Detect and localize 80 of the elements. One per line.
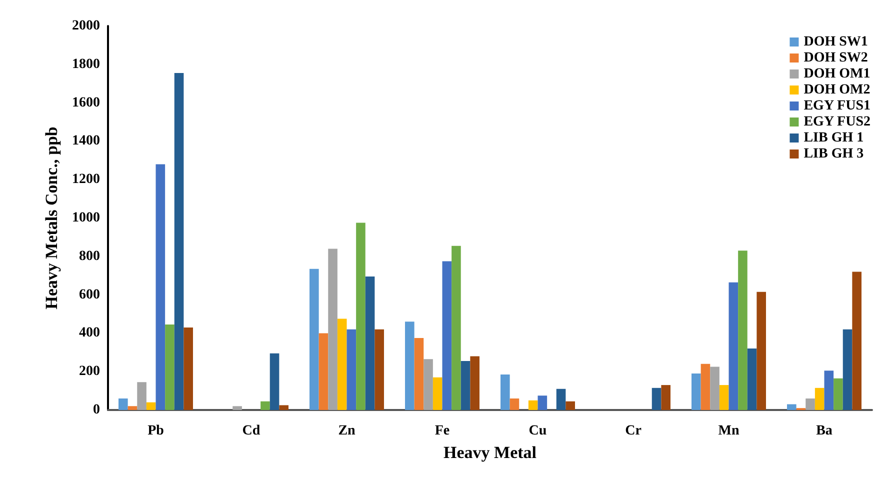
bar: [756, 292, 766, 410]
bar: [806, 398, 815, 410]
bar: [156, 164, 166, 410]
x-tick-label: Zn: [338, 424, 356, 438]
bar: [661, 385, 670, 410]
x-tick-label: Cu: [528, 424, 547, 438]
x-tick-label: Mn: [718, 424, 740, 438]
y-tick-label: 1000: [72, 210, 100, 226]
legend-label: DOH SW2: [804, 50, 868, 66]
x-tick-label: Fe: [434, 424, 450, 438]
bar: [442, 261, 452, 410]
bar: [346, 329, 356, 410]
x-tick-label: Pb: [148, 424, 164, 438]
bar: [365, 276, 375, 410]
legend-label: DOH SW1: [804, 34, 868, 50]
bar: [728, 282, 738, 410]
y-tick-label: 200: [79, 364, 100, 380]
x-tick-label: Cr: [625, 424, 642, 438]
bar: [738, 250, 748, 410]
bar: [652, 388, 662, 410]
bar: [232, 406, 242, 410]
bar: [452, 246, 461, 410]
bar: [118, 398, 128, 410]
y-tick-label: 2000: [72, 18, 100, 34]
bar: [356, 222, 366, 410]
bar: [405, 322, 414, 410]
bar: [842, 329, 852, 410]
bar: [424, 359, 433, 410]
y-tick-label: 1800: [72, 56, 100, 72]
bar: [538, 396, 548, 410]
bar: [692, 374, 701, 410]
bar: [500, 374, 510, 410]
y-tick-label: 1400: [72, 134, 100, 149]
bar: [310, 268, 319, 410]
y-tick-label: 600: [79, 287, 100, 302]
x-axis-title: Heavy Metal: [444, 443, 537, 462]
bar: [719, 385, 729, 410]
y-tick-label: 800: [79, 248, 100, 264]
legend-label: EGY FUS2: [804, 114, 870, 130]
bar: [165, 324, 174, 410]
bar: [184, 327, 193, 410]
y-tick-label: 1200: [72, 172, 100, 188]
y-tick-label: 400: [79, 326, 100, 341]
bar: [328, 248, 338, 410]
bar: [470, 356, 480, 410]
bar: [747, 348, 757, 410]
bar: [174, 73, 184, 410]
bar: [710, 366, 720, 410]
legend-label: DOH OM1: [804, 66, 870, 82]
bar: [556, 388, 566, 410]
bar: [824, 370, 834, 410]
y-axis-title: Heavy Metals Conc., ppb: [42, 126, 61, 310]
bar: [128, 406, 138, 410]
bar: [566, 401, 575, 410]
bar: [137, 382, 146, 410]
bar: [279, 405, 288, 410]
bar: [270, 353, 280, 410]
bar: [700, 364, 710, 410]
bar: [146, 402, 156, 410]
bar: [852, 272, 862, 410]
bar: [337, 318, 347, 410]
bar: [814, 388, 824, 410]
legend-label: LIB GH 1: [804, 130, 864, 146]
bar: [510, 398, 520, 410]
bar: [834, 378, 843, 410]
bar: [787, 404, 796, 410]
bar: [318, 333, 328, 410]
legend-label: DOH OM2: [804, 82, 870, 98]
legend-label: EGY FUS1: [804, 98, 870, 114]
legend-label: LIB GH 3: [804, 146, 864, 162]
bar: [260, 401, 270, 410]
bar: [528, 400, 538, 410]
bar: [374, 329, 384, 410]
x-tick-label: Ba: [816, 424, 832, 438]
bar: [432, 377, 442, 410]
y-tick-label: 1600: [72, 95, 100, 110]
x-tick-label: Cd: [242, 424, 260, 438]
bar: [414, 338, 424, 410]
bar: [460, 361, 470, 410]
y-tick-label: 0: [93, 402, 100, 418]
